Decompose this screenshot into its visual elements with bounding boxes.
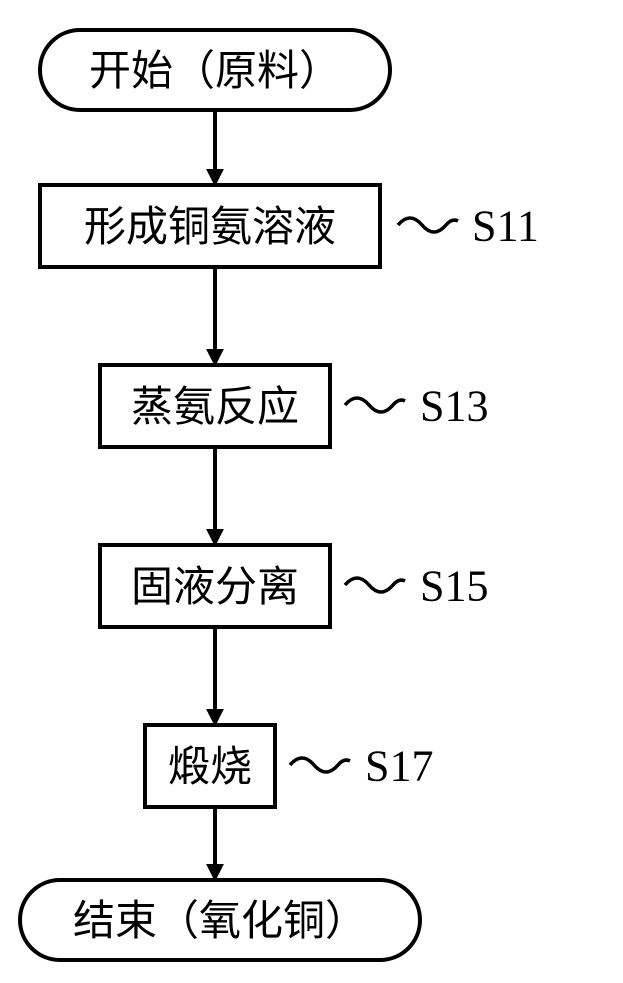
flow-node-s17: 煅烧 S17 bbox=[145, 725, 433, 807]
label-connector bbox=[345, 398, 405, 412]
label-connector bbox=[345, 578, 405, 592]
label-connector bbox=[290, 758, 350, 772]
node-text: 形成铜氨溶液 bbox=[84, 204, 336, 251]
step-label: S13 bbox=[420, 382, 488, 431]
flow-node-end: 结束（氧化铜） bbox=[20, 880, 420, 960]
node-text: 固液分离 bbox=[131, 564, 299, 611]
step-label: S15 bbox=[420, 562, 488, 611]
node-text: 结束（氧化铜） bbox=[73, 899, 367, 945]
step-label: S17 bbox=[365, 742, 433, 791]
label-connector bbox=[398, 218, 458, 232]
flow-node-s11: 形成铜氨溶液 S11 bbox=[40, 185, 539, 267]
step-label: S11 bbox=[472, 202, 539, 251]
flow-node-start: 开始（原料） bbox=[40, 30, 390, 110]
node-text: 煅烧 bbox=[168, 745, 252, 791]
flow-node-s13: 蒸氨反应 S13 bbox=[100, 365, 488, 447]
flow-node-s15: 固液分离 S15 bbox=[100, 545, 488, 627]
node-text: 蒸氨反应 bbox=[131, 384, 299, 431]
flowchart-svg: 开始（原料） 形成铜氨溶液 S11 蒸氨反应 S13 固液分离 S15 煅烧 S17 结束（氧化铜… bbox=[0, 0, 623, 983]
node-text: 开始（原料） bbox=[89, 49, 341, 95]
